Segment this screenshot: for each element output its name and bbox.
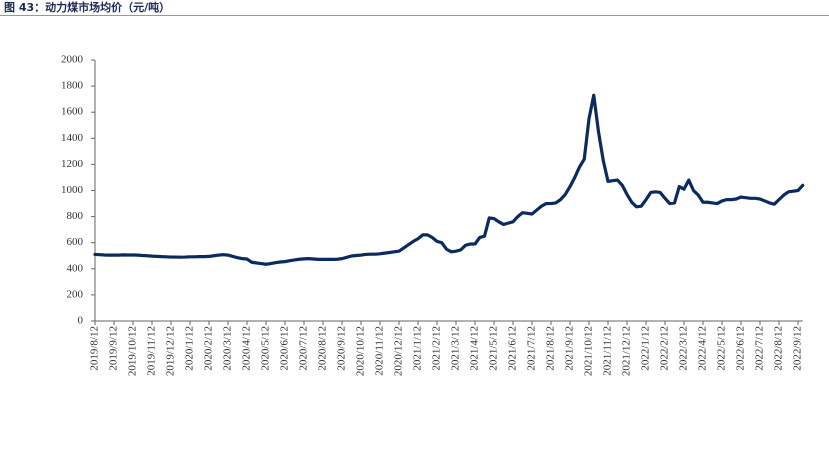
x-tick-label: 2021/4/12 bbox=[469, 326, 481, 371]
x-tick-label: 2020/6/12 bbox=[279, 326, 291, 371]
y-tick-label: 1200 bbox=[61, 158, 84, 170]
x-tick-label: 2022/9/12 bbox=[792, 326, 804, 371]
y-tick-label: 1800 bbox=[61, 80, 84, 92]
x-tick-label: 2022/8/12 bbox=[773, 326, 785, 371]
x-tick-label: 2021/9/12 bbox=[564, 326, 576, 371]
x-tick-label: 2021/8/12 bbox=[545, 326, 557, 371]
y-tick-label: 800 bbox=[67, 210, 84, 222]
x-tick-label: 2021/11/12 bbox=[602, 326, 614, 376]
x-tick-label: 2019/10/12 bbox=[127, 326, 139, 376]
x-tick-label: 2022/1/12 bbox=[640, 326, 652, 371]
x-tick-label: 2020/7/12 bbox=[298, 326, 310, 371]
y-tick-label: 2000 bbox=[61, 54, 84, 66]
x-tick-label: 2020/1/12 bbox=[184, 326, 196, 371]
x-tick-label: 2021/5/12 bbox=[488, 326, 500, 371]
x-tick-label: 2019/8/12 bbox=[89, 326, 101, 371]
x-tick-label: 2020/9/12 bbox=[336, 326, 348, 371]
y-tick-label: 1000 bbox=[61, 184, 84, 196]
x-tick-label: 2020/4/12 bbox=[241, 326, 253, 371]
x-tick-label: 2019/11/12 bbox=[146, 326, 158, 376]
line bbox=[93, 93, 805, 266]
x-tick-label: 2020/2/12 bbox=[203, 326, 215, 371]
x-tick-label: 2021/6/12 bbox=[507, 326, 519, 371]
x-tick-label: 2022/7/12 bbox=[754, 326, 766, 371]
x-tick-label: 2019/12/12 bbox=[165, 326, 177, 376]
x-tick-label: 2020/5/12 bbox=[260, 326, 272, 371]
x-tick-label: 2019/9/12 bbox=[108, 326, 120, 371]
x-tick-label: 2020/8/12 bbox=[317, 326, 329, 371]
y-tick-label: 600 bbox=[67, 236, 84, 248]
x-tick-label: 2022/6/12 bbox=[735, 326, 747, 371]
y-tick-label: 0 bbox=[78, 315, 84, 327]
x-tick-label: 2020/10/12 bbox=[355, 326, 367, 376]
y-tick-label: 400 bbox=[67, 262, 84, 274]
y-tick-label: 1600 bbox=[61, 106, 84, 118]
y-tick-label: 1400 bbox=[61, 132, 84, 144]
x-tick-label: 2020/12/12 bbox=[393, 326, 405, 376]
x-tick-label: 2020/11/12 bbox=[374, 326, 386, 376]
x-tick-label: 2022/4/12 bbox=[697, 326, 709, 371]
chart-title: 图 43：动力煤市场均价（元/吨） bbox=[4, 0, 170, 14]
x-tick-label: 2021/10/12 bbox=[583, 326, 595, 376]
x-tick-label: 2021/12/12 bbox=[621, 326, 633, 376]
x-tick-label: 2022/5/12 bbox=[716, 326, 728, 371]
x-tick-label: 2021/2/12 bbox=[431, 326, 443, 371]
x-tick-label: 2022/3/12 bbox=[678, 326, 690, 371]
x-tick-label: 2020/3/12 bbox=[222, 326, 234, 371]
x-tick-label: 2021/1/12 bbox=[412, 326, 424, 371]
y-tick-label: 200 bbox=[67, 288, 84, 300]
x-tick-label: 2022/2/12 bbox=[659, 326, 671, 371]
x-tick-label: 2021/3/12 bbox=[450, 326, 462, 371]
x-tick-label: 2021/7/12 bbox=[526, 326, 538, 371]
